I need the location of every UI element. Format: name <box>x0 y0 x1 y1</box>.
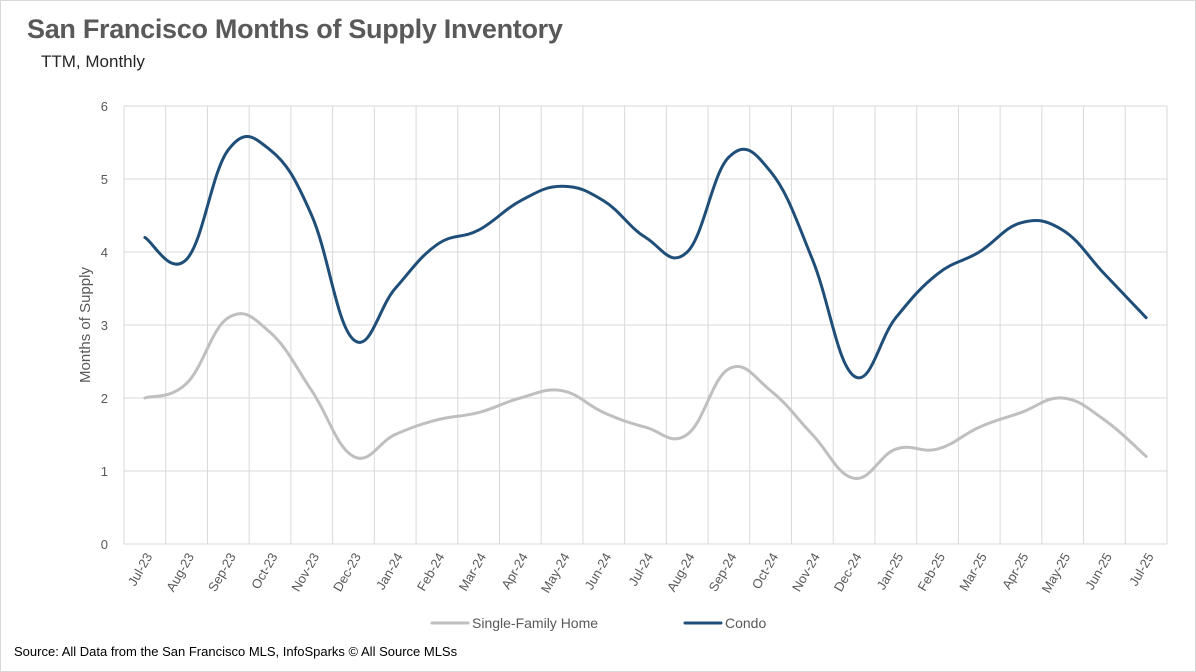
x-tick-label: Apr-25 <box>999 550 1032 591</box>
y-tick-label: 2 <box>101 391 108 406</box>
x-tick-label: Oct-23 <box>248 550 280 591</box>
source-note: Source: All Data from the San Francisco … <box>14 644 458 659</box>
x-tick-label: Mar-25 <box>956 550 990 593</box>
x-tick-label: Sep-24 <box>706 550 740 594</box>
data-point-condo <box>602 199 606 203</box>
data-point-single-family-home <box>477 411 481 415</box>
data-point-single-family-home <box>852 476 856 480</box>
data-point-single-family-home <box>769 389 773 393</box>
data-point-single-family-home <box>810 433 814 437</box>
data-point-condo <box>852 374 856 378</box>
x-tick-label: Apr-24 <box>498 550 531 591</box>
y-axis-title: Months of Supply <box>77 267 94 383</box>
data-point-condo <box>477 228 481 232</box>
series-line-condo <box>143 135 1148 380</box>
data-point-condo <box>226 148 230 152</box>
data-point-single-family-home <box>685 433 689 437</box>
x-tick-label: Aug-24 <box>664 550 698 594</box>
data-point-condo <box>769 170 773 174</box>
data-point-single-family-home <box>1019 411 1023 415</box>
data-point-condo <box>393 287 397 291</box>
data-point-single-family-home <box>936 447 940 451</box>
legend-label-condo: Condo <box>725 615 766 631</box>
data-point-condo <box>1144 316 1148 320</box>
data-point-single-family-home <box>268 330 272 334</box>
x-tick-label: Dec-24 <box>831 550 865 594</box>
data-point-single-family-home <box>894 447 898 451</box>
legend-label-single-family-home: Single-Family Home <box>472 615 598 631</box>
data-point-single-family-home <box>435 418 439 422</box>
data-point-single-family-home <box>1102 418 1106 422</box>
data-point-condo <box>351 338 355 342</box>
x-tick-label: Jun-25 <box>1082 550 1115 592</box>
data-point-single-family-home <box>1144 454 1148 458</box>
x-tick-label: Jan-24 <box>373 550 406 592</box>
data-point-condo <box>560 184 564 188</box>
data-point-single-family-home <box>185 381 189 385</box>
x-tick-label: Aug-23 <box>163 550 197 594</box>
x-tick-label: Nov-24 <box>789 550 823 594</box>
data-point-condo <box>644 235 648 239</box>
data-point-condo <box>936 272 940 276</box>
series <box>143 135 1148 480</box>
legend: Single-Family Home Condo <box>430 615 766 631</box>
data-point-condo <box>977 250 981 254</box>
data-point-condo <box>518 199 522 203</box>
data-point-condo <box>185 257 189 261</box>
x-tick-label: Jul-24 <box>625 550 656 588</box>
data-point-single-family-home <box>1061 396 1065 400</box>
x-tick-label: May-24 <box>538 550 573 595</box>
x-tick-label: Mar-24 <box>456 550 490 593</box>
y-tick-label: 4 <box>101 245 108 260</box>
data-point-single-family-home <box>310 389 314 393</box>
x-tick-label: Oct-24 <box>749 550 781 591</box>
data-point-single-family-home <box>602 411 606 415</box>
data-point-condo <box>1019 221 1023 225</box>
data-point-condo <box>810 257 814 261</box>
data-point-single-family-home <box>393 433 397 437</box>
chart-subtitle: TTM, Monthly <box>41 52 145 71</box>
y-tick-label: 1 <box>101 464 108 479</box>
x-tick-label: Jan-25 <box>873 550 906 592</box>
data-point-single-family-home <box>644 425 648 429</box>
data-point-condo <box>685 250 689 254</box>
data-point-condo <box>894 316 898 320</box>
grid <box>123 105 1168 545</box>
x-tick-label: Jul-25 <box>1126 550 1157 588</box>
y-tick-label: 0 <box>101 537 108 552</box>
data-point-condo <box>268 148 272 152</box>
data-point-single-family-home <box>977 425 981 429</box>
data-point-condo <box>1102 272 1106 276</box>
data-point-condo <box>143 235 147 239</box>
data-point-single-family-home <box>518 396 522 400</box>
x-tick-label: May-25 <box>1039 550 1074 595</box>
x-tick-label: Feb-25 <box>914 550 948 593</box>
data-point-single-family-home <box>560 389 564 393</box>
x-axis-ticks: Jul-23 Aug-23 Sep-23 Oct-23 Nov-23 Dec-23 Jan-… <box>125 550 1157 595</box>
data-point-condo <box>727 155 731 159</box>
x-tick-label: Nov-23 <box>288 550 322 594</box>
data-point-single-family-home <box>351 454 355 458</box>
data-point-condo <box>435 243 439 247</box>
x-tick-label: Sep-23 <box>205 550 239 594</box>
y-tick-label: 6 <box>101 99 108 114</box>
y-tick-label: 5 <box>101 172 108 187</box>
data-point-condo <box>1061 228 1065 232</box>
data-point-condo <box>310 214 314 218</box>
x-tick-label: Jun-24 <box>581 550 614 592</box>
y-tick-label: 3 <box>101 318 108 333</box>
x-tick-label: Jul-23 <box>125 550 156 588</box>
x-tick-label: Dec-23 <box>330 550 364 594</box>
x-tick-label: Feb-24 <box>414 550 448 593</box>
chart-title: San Francisco Months of Supply Inventory <box>27 14 563 44</box>
data-point-single-family-home <box>226 316 230 320</box>
data-point-single-family-home <box>727 367 731 371</box>
series-line-single-family-home <box>143 312 1148 480</box>
y-axis-ticks: 0 1 2 3 4 5 6 <box>101 99 108 552</box>
data-point-single-family-home <box>143 396 147 400</box>
